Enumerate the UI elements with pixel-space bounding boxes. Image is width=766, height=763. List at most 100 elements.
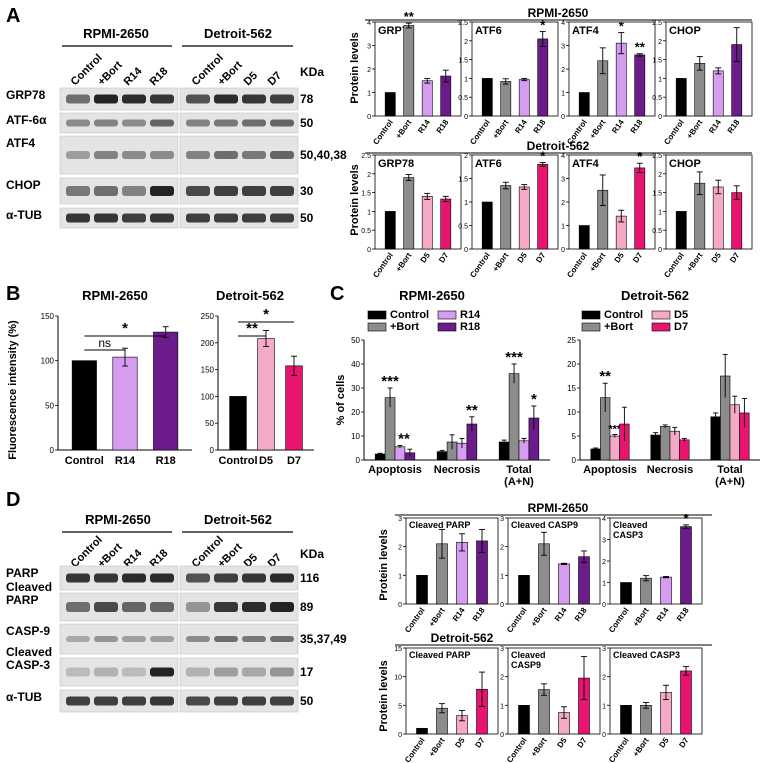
x-tick-label: D5 [613, 251, 627, 265]
y-tick-label: 250 [201, 312, 215, 321]
y-tick-label: 0 [602, 602, 606, 609]
y-tick-label: 1 [561, 224, 565, 231]
x-tick-label: R14 [553, 606, 569, 624]
blot-band [94, 119, 118, 127]
y-tick-label: 1 [500, 703, 504, 710]
x-tick-label: Necrosis [434, 464, 480, 476]
bar [416, 727, 428, 735]
y-tick-label: 10 [394, 675, 402, 682]
y-tick-label: 0 [658, 247, 662, 254]
y-tick-label: 0 [210, 446, 215, 455]
chart-A_r_chop: 0 0.5 1 1.5 2 2.5 CHOP Control +Bort R14 R18 [652, 20, 753, 146]
x-tick-label: Control [607, 606, 631, 634]
blot-band [214, 119, 238, 127]
chart-C_detroit: Detroit-5620510152025Apoptosis*****Necro… [567, 288, 760, 488]
x-tick-label: R18 [435, 118, 451, 136]
x-tick-label: Total (A+N) [504, 464, 534, 488]
blot-band [66, 667, 90, 677]
chart-A_d_grp78: 0 0.5 1 1.5 2 2.5 GRP78 Control +Bort D5 D7 [361, 153, 462, 279]
bar [710, 416, 721, 461]
blot-band [270, 696, 294, 706]
comparison-label: ** [246, 320, 258, 337]
blot-band [186, 667, 210, 677]
bar [421, 80, 433, 117]
x-tick-label: D7 [677, 736, 691, 750]
blot-band-label: CASP-9 [6, 624, 50, 638]
plot-frame [471, 21, 559, 117]
y-tick-label: 0 [572, 456, 577, 465]
x-tick-label: +Bort [588, 251, 608, 274]
bar [660, 426, 671, 461]
blot-band [186, 186, 210, 196]
blot-band [270, 573, 294, 583]
blot-band [122, 636, 146, 642]
panel-letter-b: B [6, 283, 20, 305]
y-tick-label: 0.5 [458, 224, 468, 231]
blot-strip [179, 112, 299, 134]
x-tick-label: Control [403, 606, 427, 634]
blot-band [94, 636, 118, 642]
y-tick-label: 0 [367, 114, 371, 121]
x-tick-label: +Bort [394, 251, 414, 274]
blot-a-group-detroit: Detroit-562 [204, 26, 272, 41]
blot-a-lane-label: R18 [148, 65, 171, 88]
blot-band [242, 94, 266, 104]
panel-d-ylabel-detroit: Protein levels [378, 660, 390, 732]
y-tick-label: 50 [351, 336, 360, 345]
y-tick-label: 150 [41, 312, 55, 321]
chart-title: Detroit-562 [621, 288, 689, 303]
bar [620, 705, 632, 735]
blot-band [270, 213, 294, 223]
blot-band [66, 186, 90, 196]
significance-star: *** [505, 349, 523, 366]
chart-A_d_atf6: 0 0.5 1 1.5 2 ATF6 Control +Bort D5 * D7 [458, 149, 559, 279]
x-tick-label: Apoptosis [368, 464, 422, 476]
blot-band-label: CHOP [6, 178, 41, 192]
y-tick-label: 1.5 [652, 191, 662, 198]
x-tick-label: +Bort [394, 118, 414, 141]
bar [578, 92, 590, 117]
chart-D_r_parp: 0 1 2 3 Cleaved PARP Control +Bort R14 R18 [398, 516, 499, 634]
chart-title: Cleaved CASP3 [613, 520, 648, 540]
legend-label: +Bort [604, 321, 633, 333]
y-tick-label: 2 [602, 559, 606, 566]
significance-star: * [619, 19, 625, 34]
x-tick-label: Control [662, 251, 686, 279]
chart-title: Cleaved CASP9 [511, 520, 578, 530]
blot-band-label: GRP78 [6, 88, 46, 102]
bar [518, 440, 530, 461]
text-line: Cleaved [6, 645, 52, 659]
blot-band [186, 119, 210, 127]
chart-title: Cleaved PARP [409, 650, 470, 660]
bar [153, 331, 179, 451]
blot-band [122, 151, 146, 159]
bar [229, 396, 247, 451]
blot-band [150, 119, 174, 127]
blot-band [242, 213, 266, 223]
y-tick-label: 3 [561, 177, 565, 184]
blot-band [242, 602, 266, 612]
blot-kda-label: 30 [300, 184, 314, 198]
blot-a-lane-label: D7 [266, 70, 284, 88]
significance-star: * [637, 149, 643, 164]
blot-band [94, 667, 118, 677]
bar [285, 365, 303, 451]
text-line: Cleaved [511, 650, 546, 660]
x-tick-label: R14 [513, 118, 529, 136]
chart-title: Cleaved CASP3 [613, 650, 680, 660]
x-tick-label: Control [403, 736, 427, 763]
blot-band [66, 573, 90, 583]
x-tick-label: Total (A+N) [715, 464, 745, 488]
blot-d-group-rpmi: RPMI-2650 [85, 512, 151, 527]
x-tick-label: R18 [156, 455, 176, 467]
legend-label: Control [604, 309, 643, 321]
x-tick-label: Control [371, 251, 395, 279]
panel-a-ylabel-rpmi: Protein levels [349, 32, 361, 104]
bar [679, 439, 690, 461]
blot-band [186, 573, 210, 583]
comparison-label: ns [98, 336, 111, 350]
blot-a-lane-labels: Control +Bort R14 R18 Control +Bort D5 D… [69, 52, 284, 88]
bar [384, 92, 396, 117]
blot-band [150, 186, 174, 196]
